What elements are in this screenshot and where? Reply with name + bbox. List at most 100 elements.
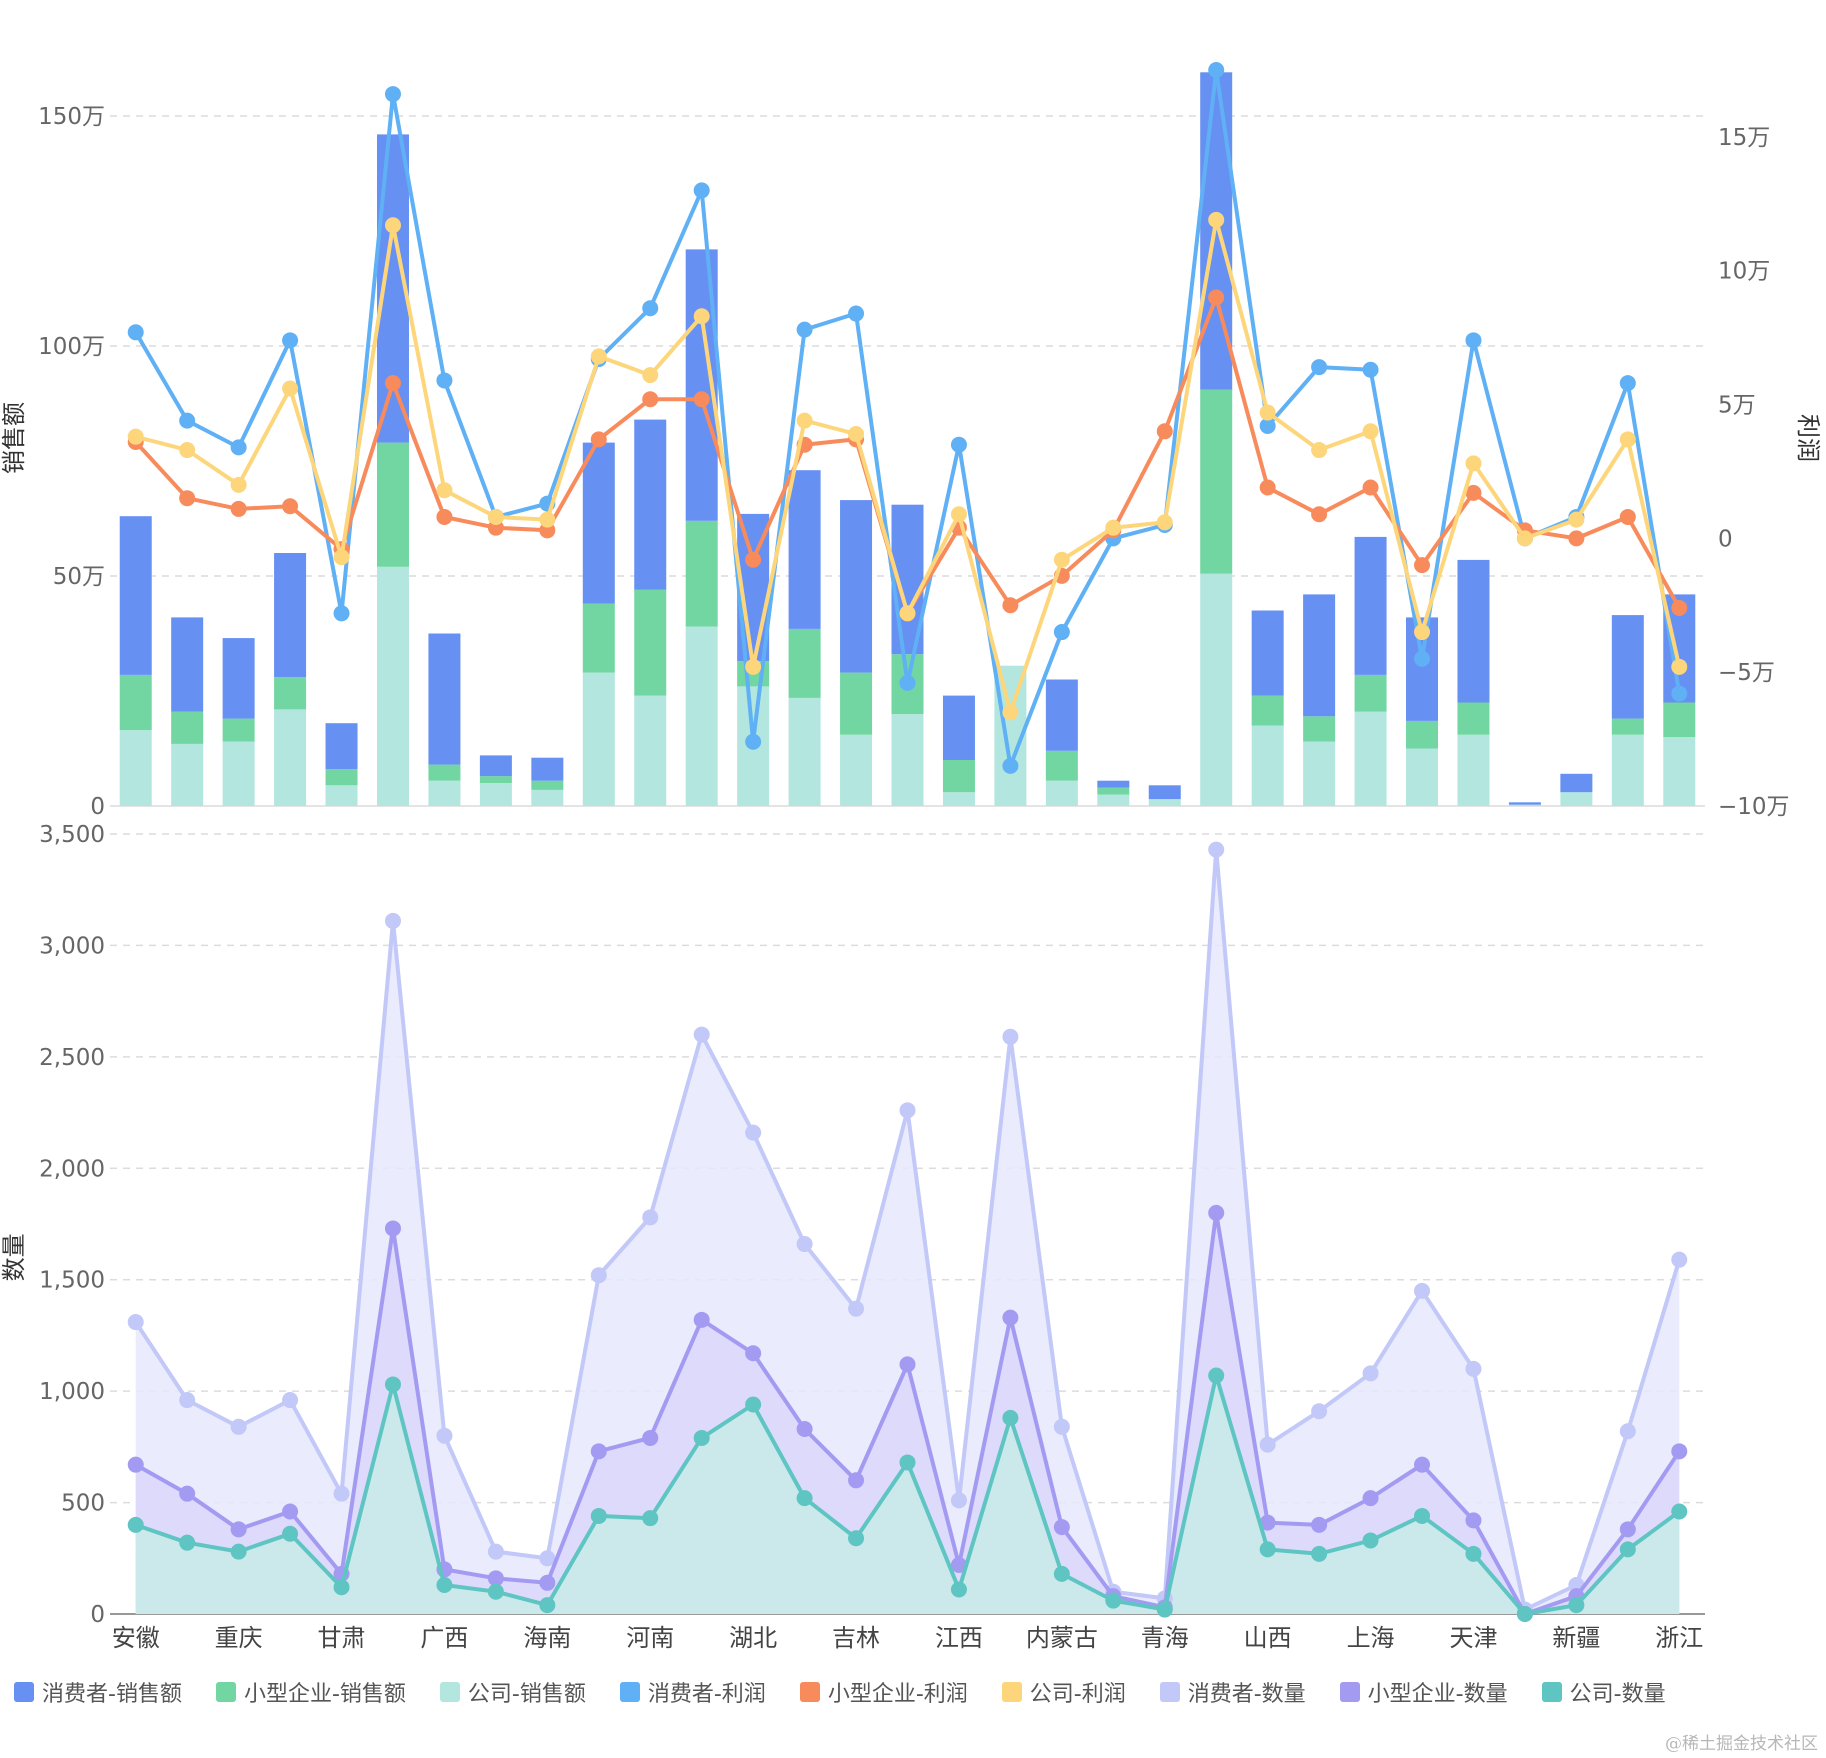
point-小型企业-数量 — [1362, 1490, 1379, 1507]
point-消费者-利润 — [1414, 650, 1431, 667]
legend-item[interactable]: 消费者-利润 — [619, 1676, 766, 1708]
legend-item[interactable]: 公司-销售额 — [439, 1676, 586, 1708]
point-小型企业-数量 — [745, 1345, 762, 1362]
point-小型企业-数量 — [487, 1570, 504, 1587]
point-小型企业-数量 — [693, 1311, 710, 1328]
legend-swatch — [1001, 1682, 1022, 1702]
point-公司-数量 — [384, 1376, 401, 1393]
point-小型企业-数量 — [1259, 1514, 1276, 1531]
point-公司-数量 — [1362, 1532, 1379, 1549]
point-公司-利润 — [127, 428, 144, 445]
point-小型企业-数量 — [899, 1356, 916, 1373]
bar-消费者-销售额 — [1611, 615, 1644, 719]
point-公司-利润 — [384, 217, 401, 234]
point-消费者-利润 — [1671, 685, 1688, 702]
legend-item[interactable]: 消费者-销售额 — [14, 1676, 182, 1708]
point-小型企业-利润 — [1311, 506, 1328, 523]
point-公司-利润 — [950, 506, 967, 523]
point-公司-数量 — [1619, 1541, 1636, 1558]
point-公司-数量 — [1156, 1601, 1173, 1618]
point-消费者-数量 — [1671, 1251, 1688, 1268]
point-公司-数量 — [796, 1490, 813, 1507]
legend-item[interactable]: 消费者-数量 — [1159, 1676, 1306, 1708]
bar-公司-销售额 — [222, 741, 255, 806]
top-y2-tick-label: 0 — [1718, 526, 1733, 552]
point-消费者-数量 — [1465, 1360, 1482, 1377]
point-公司-利润 — [1568, 511, 1585, 528]
point-小型企业-数量 — [642, 1429, 659, 1446]
point-消费者-利润 — [950, 436, 967, 453]
point-小型企业-数量 — [127, 1456, 144, 1473]
bar-公司-销售额 — [1354, 711, 1387, 806]
bottom-y-tick-label: 2,000 — [39, 1156, 105, 1182]
bar-小型企业-销售额 — [840, 672, 873, 735]
point-消费者-数量 — [1002, 1028, 1019, 1045]
top-y-axis-title: 销售额 — [0, 402, 28, 474]
point-消费者-利润 — [745, 733, 762, 750]
bar-消费者-销售额 — [634, 419, 667, 590]
point-公司-利润 — [1671, 658, 1688, 675]
point-消费者-利润 — [384, 86, 401, 103]
bar-小型企业-销售额 — [1200, 389, 1233, 574]
bar-公司-销售额 — [1611, 734, 1644, 806]
x-tick-label: 安徽 — [112, 1624, 160, 1652]
legend-item[interactable]: 公司-利润 — [1001, 1676, 1126, 1708]
point-小型企业-数量 — [1414, 1456, 1431, 1473]
bar-小型企业-销售额 — [1457, 702, 1490, 735]
watermark: @稀土掘金技术社区 — [1665, 1734, 1818, 1754]
point-小型企业-利润 — [436, 508, 453, 525]
bar-小型企业-销售额 — [274, 677, 307, 710]
bar-小型企业-销售额 — [582, 603, 615, 673]
bar-消费者-销售额 — [222, 638, 255, 719]
top-y2-tick-label: −10万 — [1718, 794, 1790, 820]
bar-小型企业-销售额 — [376, 442, 409, 567]
legend-swatch — [619, 1682, 640, 1702]
point-小型企业-数量 — [1465, 1512, 1482, 1529]
legend-item[interactable]: 公司-数量 — [1541, 1676, 1666, 1708]
point-消费者-利润 — [1465, 332, 1482, 349]
point-公司-利润 — [693, 308, 710, 325]
point-公司-利润 — [1156, 514, 1173, 531]
point-公司-利润 — [1311, 442, 1328, 459]
point-公司-利润 — [590, 348, 607, 365]
bar-小型企业-销售额 — [788, 628, 821, 698]
legend-swatch — [1541, 1682, 1562, 1702]
point-公司-数量 — [1568, 1597, 1585, 1614]
x-tick-label: 浙江 — [1655, 1624, 1703, 1652]
point-消费者-数量 — [179, 1392, 196, 1409]
point-小型企业-利润 — [1568, 530, 1585, 547]
x-tick-label: 内蒙古 — [1026, 1624, 1098, 1652]
x-tick-label: 甘肃 — [318, 1624, 366, 1652]
point-消费者-数量 — [1414, 1282, 1431, 1299]
top-y-tick-label: 150万 — [38, 104, 105, 130]
legend-item[interactable]: 小型企业-利润 — [799, 1676, 968, 1708]
point-公司-数量 — [230, 1543, 247, 1560]
bar-消费者-销售额 — [428, 633, 461, 765]
point-小型企业-数量 — [539, 1574, 556, 1591]
bottom-y-tick-label: 500 — [61, 1491, 105, 1517]
point-消费者-数量 — [1208, 841, 1225, 858]
point-消费者-利润 — [1619, 375, 1636, 392]
point-小型企业-数量 — [179, 1485, 196, 1502]
bottom-y-tick-label: 2,500 — [39, 1045, 105, 1071]
point-公司-数量 — [282, 1525, 299, 1542]
point-公司-数量 — [539, 1597, 556, 1614]
point-公司-利润 — [642, 367, 659, 384]
point-公司-数量 — [1002, 1409, 1019, 1426]
bar-小型企业-销售额 — [685, 520, 718, 627]
point-消费者-利润 — [899, 674, 916, 691]
bar-消费者-销售额 — [788, 470, 821, 629]
legend-item[interactable]: 小型企业-销售额 — [215, 1676, 406, 1708]
bar-小型企业-销售额 — [1045, 750, 1078, 781]
point-公司-数量 — [1105, 1592, 1122, 1609]
bar-消费者-销售额 — [942, 695, 975, 760]
bar-消费者-销售额 — [840, 500, 873, 673]
point-公司-利润 — [1208, 211, 1225, 228]
legend-item[interactable]: 小型企业-数量 — [1339, 1676, 1508, 1708]
top-y2-tick-label: 15万 — [1718, 125, 1770, 151]
bar-小型企业-销售额 — [428, 764, 461, 781]
bar-小型企业-销售额 — [325, 769, 358, 786]
point-消费者-利润 — [333, 605, 350, 622]
bottom-y-tick-label: 1,000 — [39, 1379, 105, 1405]
top-y2-tick-label: 5万 — [1718, 393, 1756, 419]
